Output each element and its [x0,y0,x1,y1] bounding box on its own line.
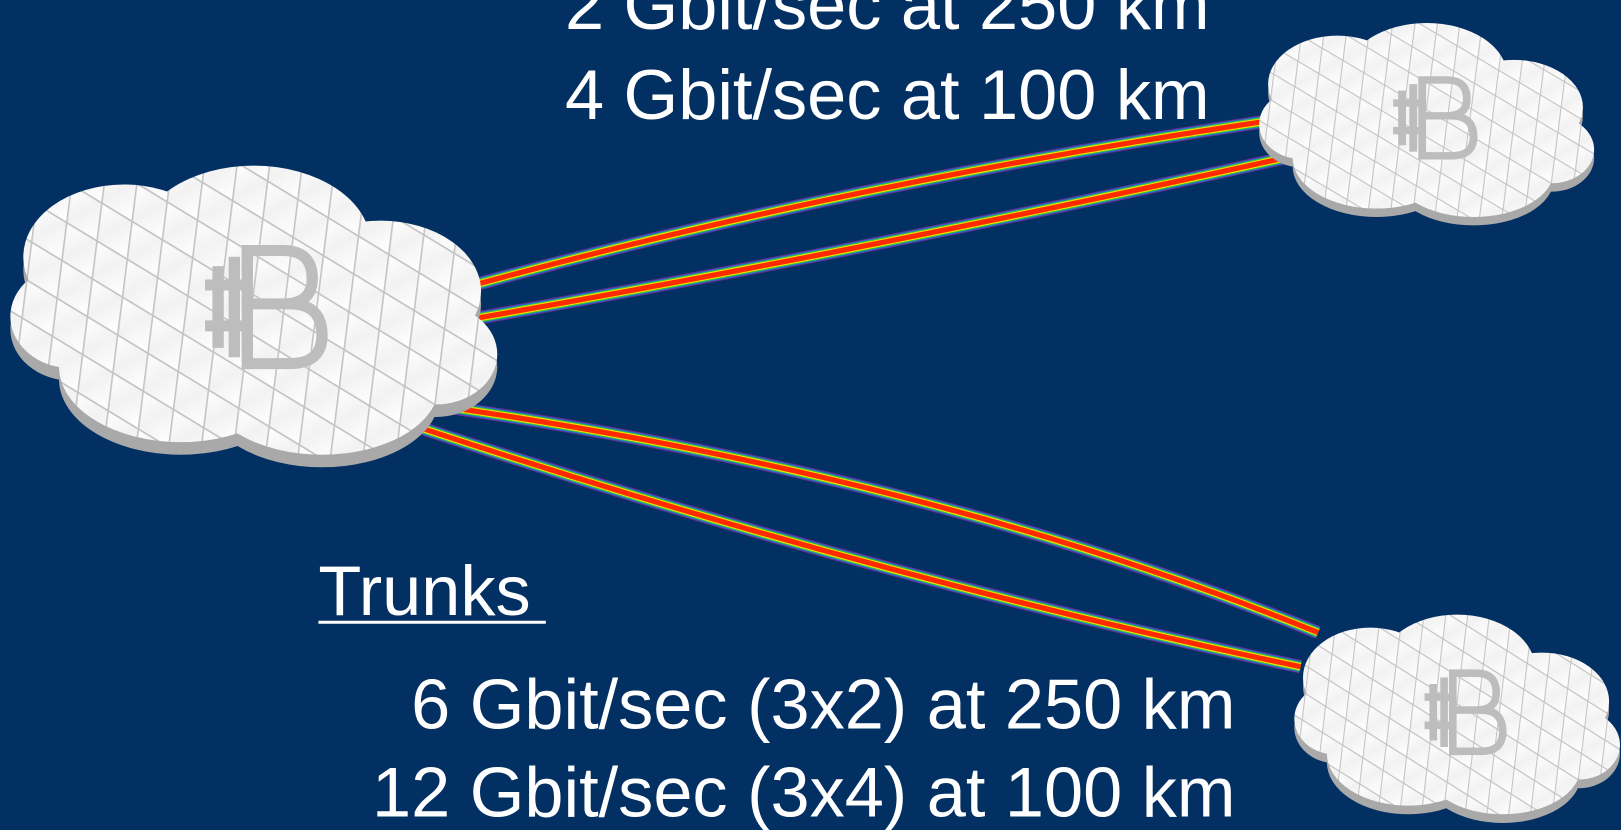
link-speed: 2 Gbit/sec at 250 km [565,0,1210,44]
cloud-top-right [1259,23,1594,225]
link-speed: 4 Gbit/sec at 100 km [565,55,1210,134]
trunk-speed: 12 Gbit/sec (3x4) at 100 km [372,753,1235,830]
link [439,119,1282,295]
trunk-speed: 6 Gbit/sec (3x2) at 250 km [411,665,1235,744]
page: 2 Gbit/sec at 250 km 4 Gbit/sec at 100 k… [0,0,1621,830]
link [476,155,1298,318]
link [424,429,1301,667]
cloud-main [10,166,497,468]
links [424,119,1318,667]
link [434,405,1318,632]
slide: 2 Gbit/sec at 250 km 4 Gbit/sec at 100 k… [0,0,1621,830]
cloud-bottom-right [1294,615,1620,823]
trunks-title: Trunks [318,551,530,630]
